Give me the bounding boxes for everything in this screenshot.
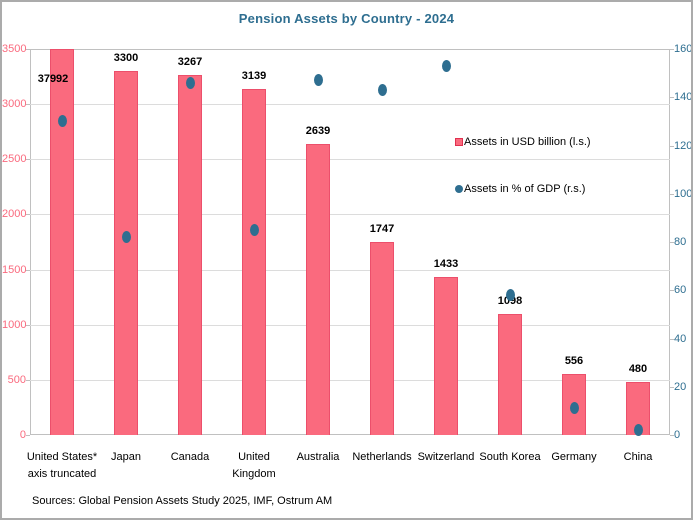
left-axis-tick <box>26 324 30 326</box>
bar-5 <box>370 242 394 435</box>
source-note: Sources: Global Pension Assets Study 202… <box>32 495 333 507</box>
bar-1 <box>114 71 138 435</box>
right-axis-tick-label: 80 <box>674 236 687 248</box>
left-axis-tick-label: 3000 <box>2 98 27 111</box>
gdp-dot-4 <box>314 74 323 87</box>
bar-2 <box>178 74 202 435</box>
left-axis-tick-label: 3500 <box>2 43 27 55</box>
x-axis-label-9: China <box>623 451 653 463</box>
legend-item-assets-usd: Assets in USD billion (l.s.) <box>455 135 591 149</box>
left-axis-tick-label: 500 <box>7 373 26 386</box>
gridline <box>30 324 670 326</box>
right-axis-tick-label: 100 <box>674 187 693 200</box>
right-axis-tick-label: 40 <box>674 332 687 345</box>
right-axis-tick <box>670 97 674 99</box>
gdp-dot-3 <box>250 223 259 236</box>
right-axis-tick <box>670 386 674 388</box>
left-axis-tick-label: 2500 <box>2 153 27 166</box>
bar-value-label: 37992 <box>37 73 69 85</box>
right-axis-tick <box>670 49 674 50</box>
gdp-dot-1 <box>122 231 131 244</box>
left-axis-tick <box>26 214 30 216</box>
gdp-dot-8 <box>570 402 579 415</box>
legend-label-assets-gdp: Assets in % of GDP (r.s.) <box>464 183 586 195</box>
left-axis-tick <box>26 269 30 271</box>
bar-0 <box>50 49 74 435</box>
bar-value-label: 1747 <box>369 223 395 236</box>
right-axis-tick <box>670 338 674 340</box>
left-axis-tick-label: 1000 <box>2 318 27 331</box>
right-axis-tick-label: 140 <box>674 91 693 104</box>
right-axis-tick <box>670 193 674 195</box>
bar-value-label: 3267 <box>177 55 203 68</box>
bar-7 <box>498 313 522 435</box>
gridline <box>30 159 670 161</box>
x-axis-label-0: United States* axis truncated <box>26 451 98 480</box>
right-axis-tick <box>670 145 674 147</box>
bar-value-label: 556 <box>564 354 584 367</box>
x-axis-label-5: Netherlands <box>352 451 412 463</box>
x-axis-label-4: Australia <box>296 451 340 463</box>
bar-series-swatch-icon <box>455 138 463 146</box>
left-axis-tick <box>26 104 30 106</box>
right-axis-tick-label: 0 <box>674 429 681 441</box>
dot-series-swatch-icon <box>455 185 463 193</box>
gdp-dot-9 <box>634 424 643 437</box>
x-axis-label-2: Canada <box>170 451 210 463</box>
left-axis-tick-label: 1500 <box>2 263 27 276</box>
right-axis-tick <box>670 435 674 436</box>
gridline <box>30 104 670 106</box>
x-axis-label-1: Japan <box>111 451 141 463</box>
bar-value-label: 3300 <box>113 52 139 65</box>
right-axis-tick-label: 60 <box>674 284 687 297</box>
gdp-dot-6 <box>442 59 451 72</box>
left-axis-tick <box>26 379 30 381</box>
right-axis-tick-label: 160 <box>674 43 693 55</box>
gdp-dot-5 <box>378 84 387 96</box>
right-axis-tick-label: 20 <box>674 380 687 393</box>
bar-value-label: 2639 <box>305 124 331 137</box>
x-axis-label-6: Switzerland <box>417 451 475 463</box>
x-axis-label-7: South Korea <box>479 451 541 463</box>
gridline <box>30 214 670 216</box>
right-axis-tick <box>670 290 674 292</box>
bar-value-label: 1433 <box>433 257 459 270</box>
gdp-dot-0 <box>58 115 67 128</box>
left-axis-tick <box>26 435 30 436</box>
x-axis-label-8: Germany <box>551 451 597 463</box>
legend-item-assets-gdp: Assets in % of GDP (r.s.) <box>455 182 585 196</box>
right-axis-tick-label: 120 <box>674 139 693 152</box>
bar-value-label: 3139 <box>241 69 267 82</box>
bar-6 <box>434 276 458 435</box>
left-axis-tick-label: 2000 <box>2 208 27 221</box>
chart-title: Pension Assets by Country - 2024 <box>238 11 455 26</box>
right-axis-tick <box>670 242 674 243</box>
bar-4 <box>306 143 330 435</box>
gridline <box>30 379 670 381</box>
bar-value-label: 480 <box>628 363 648 376</box>
legend-label-assets-usd: Assets in USD billion (l.s.) <box>464 136 591 148</box>
gdp-dot-2 <box>186 76 195 89</box>
gdp-dot-7 <box>506 289 515 302</box>
bar-3 <box>242 88 266 435</box>
left-axis-tick-label: 0 <box>19 429 26 441</box>
left-axis-tick <box>26 159 30 161</box>
x-axis-label-3: United Kingdom <box>232 451 276 480</box>
left-axis-tick <box>26 49 30 50</box>
gridline <box>30 269 670 271</box>
